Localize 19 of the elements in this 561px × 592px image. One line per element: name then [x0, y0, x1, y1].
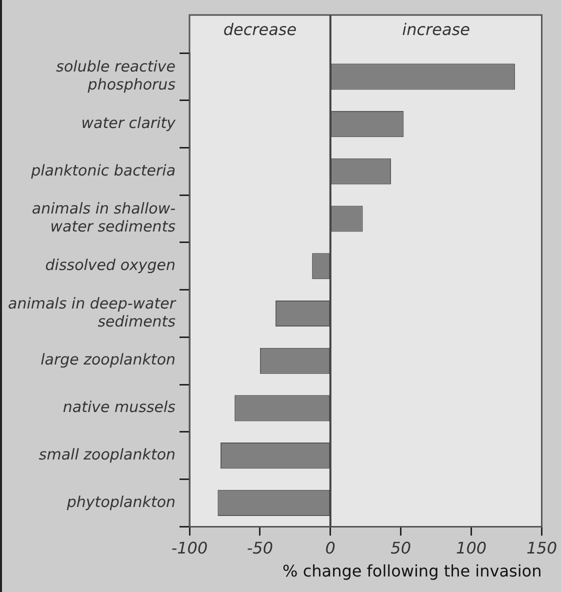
annotation: increase — [402, 20, 470, 40]
y-tick-label: native mussels — [62, 398, 176, 416]
x-axis-title: % change following the invasion — [282, 562, 542, 581]
annotation: decrease — [223, 20, 297, 40]
y-tick-label: soluble reactive phosphorus — [56, 58, 176, 94]
y-tick-label: dissolved oxygen — [45, 256, 176, 274]
y-tick-label: large zooplankton — [40, 350, 176, 369]
y-tick-label: planktonic bacteria — [30, 161, 176, 180]
x-tick-label: -50 — [246, 538, 274, 558]
y-tick-label: animals in deep-water sediments — [8, 294, 176, 330]
y-tick-label: animals in shallow-water sediments — [32, 200, 176, 236]
x-tick-label: -100 — [171, 538, 208, 558]
x-tick-label: 0 — [325, 538, 336, 558]
y-tick-label: small zooplankton — [38, 445, 176, 464]
y-tick-label: phytoplankton — [66, 492, 176, 511]
x-tick-label: 100 — [456, 538, 487, 558]
x-tick-label: 150 — [526, 538, 558, 558]
x-tick-label: 50 — [390, 538, 412, 558]
y-tick-label: water clarity — [81, 114, 177, 132]
